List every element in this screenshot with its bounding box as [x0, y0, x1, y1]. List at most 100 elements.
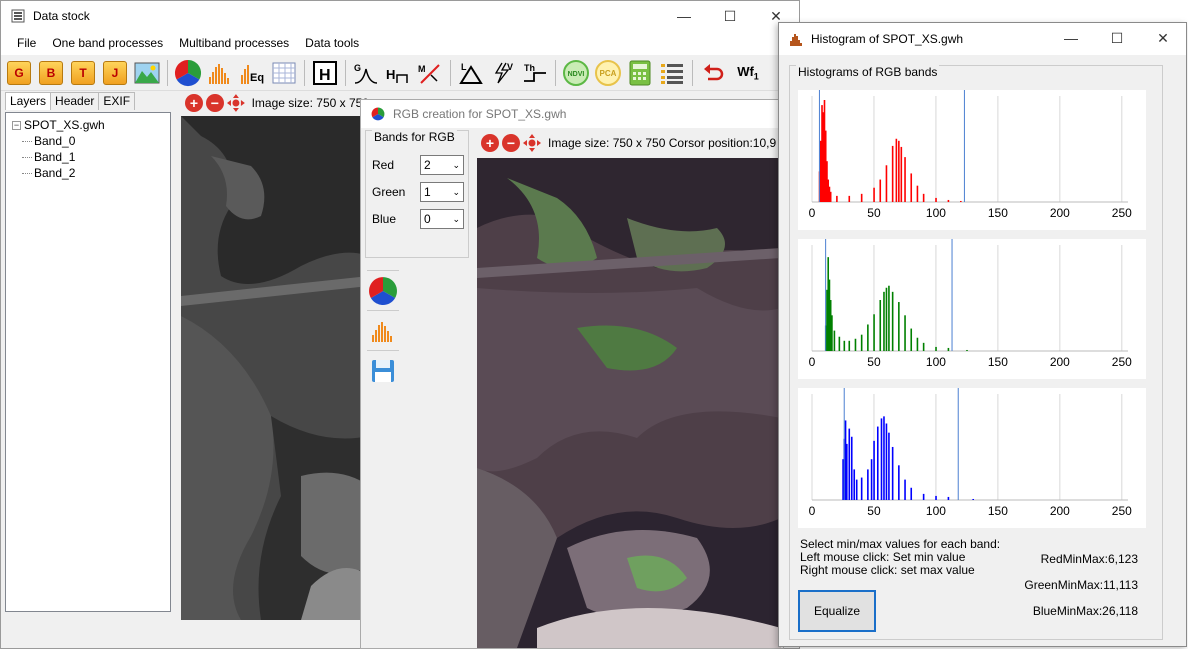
histogram-bar [916, 185, 919, 202]
laplace-button[interactable]: L [457, 59, 485, 87]
satellite-image-rgb[interactable] [477, 158, 781, 648]
green-histogram[interactable]: 0 50 100 150 200 250 [798, 239, 1146, 379]
histogram-bar [823, 100, 826, 202]
histogram-bar [843, 340, 846, 351]
landscape-button[interactable] [133, 59, 161, 87]
histogram-button[interactable] [206, 59, 234, 87]
histogram-bar [922, 193, 925, 202]
histogram-bar [947, 347, 950, 351]
threshold-icon: Th [524, 63, 546, 82]
gauss-button[interactable]: G [352, 59, 380, 87]
histogram-bar [880, 418, 883, 500]
rgb-titlebar[interactable]: RGB creation for SPOT_XS.gwh [361, 100, 783, 128]
rgb-composite-button[interactable] [174, 59, 202, 87]
red-histogram[interactable]: 0 50 100 150 200 250 [798, 90, 1146, 230]
histogram-bar [870, 459, 873, 500]
bands-group: Bands for RGB Red 2 ⌄ Green 1 ⌄ Blue 0 ⌄ [365, 130, 469, 258]
grid-button[interactable] [270, 59, 298, 87]
equalize-button[interactable]: Equalize [798, 590, 876, 632]
close-button[interactable]: ✕ [770, 7, 782, 24]
histogram-window: Histogram of SPOT_XS.gwh — ☐ ✕ Histogram… [778, 22, 1187, 647]
bands-group-title: Bands for RGB [372, 130, 457, 144]
red-band-select[interactable]: 2 ⌄ [420, 155, 464, 175]
chevron-down-icon: ⌄ [452, 213, 460, 224]
histogram-bar [947, 496, 950, 500]
histogram-bar [844, 420, 847, 500]
rgb-histogram-button[interactable] [367, 310, 399, 350]
G-button[interactable]: G [5, 59, 33, 87]
B-icon: B [39, 60, 63, 85]
tab-exif[interactable]: EXIF [98, 92, 136, 110]
menu-one-band-processes[interactable]: One band processes [52, 36, 164, 50]
instruction-1: Select min/max values for each band: [800, 537, 1001, 551]
menu-data-tools[interactable]: Data tools [305, 36, 360, 50]
main-titlebar[interactable]: Data stock — ☐ ✕ [1, 1, 799, 31]
histogram-bar [898, 140, 900, 202]
maximize-button[interactable]: ☐ [1110, 29, 1124, 46]
tab-layers[interactable]: Layers [5, 92, 52, 110]
histogram-bar [879, 300, 882, 351]
histogram-bar [966, 349, 968, 351]
layers-panel: Layers Header EXIF − SPOT_XS.gwh Band_0 … [5, 92, 173, 617]
collapse-icon[interactable]: − [12, 119, 21, 130]
histogram-bar [848, 195, 851, 202]
zoom-in-button[interactable]: + [481, 134, 499, 152]
zoom-out-button[interactable]: − [205, 94, 224, 112]
menu-file[interactable]: File [17, 36, 37, 50]
J-button[interactable]: J [101, 59, 129, 87]
blue-band-select[interactable]: 0 ⌄ [420, 209, 464, 229]
equalize-button[interactable]: Eq [238, 59, 266, 87]
th-label: Th [524, 63, 535, 73]
menu-multiband-processes[interactable]: Multiband processes [179, 36, 290, 50]
h-label: H [319, 67, 331, 84]
rgb-image-view: + − Image size: 750 x 750 Corsor positio… [475, 132, 781, 648]
select-value: 0 [424, 212, 431, 226]
maximize-button[interactable]: ☐ [723, 7, 737, 24]
equalize-icon: Eq [241, 64, 264, 84]
pan-icon[interactable] [523, 134, 541, 152]
tree-item-band-1[interactable]: Band_1 [12, 149, 170, 165]
zoom-out-button[interactable]: − [502, 134, 520, 152]
T-button[interactable]: T [69, 59, 97, 87]
image-size-label: Image size: 750 x 750 [251, 96, 369, 110]
histogram-bar [873, 314, 875, 351]
J-icon: J [103, 60, 127, 85]
save-button[interactable] [367, 350, 399, 390]
ndvi-button[interactable]: NDVI [562, 59, 590, 87]
wf-button[interactable]: Wf1 [731, 59, 765, 87]
tick-label: 200 [1050, 504, 1070, 518]
undo-button[interactable] [699, 59, 727, 87]
l-label: L [461, 62, 467, 72]
edge-icon: M [418, 64, 440, 84]
minimize-button[interactable]: — [677, 8, 691, 24]
satellite-image-gray[interactable] [181, 116, 369, 620]
lightning-button[interactable]: V [489, 59, 517, 87]
blue-histogram[interactable]: 0 50 100 150 200 250 [798, 388, 1146, 528]
tree-item-band-2[interactable]: Band_2 [12, 165, 170, 181]
list-button[interactable] [658, 59, 686, 87]
header-icon: H [313, 60, 337, 85]
minimize-button[interactable]: — [1064, 30, 1078, 46]
tree-root[interactable]: − SPOT_XS.gwh [12, 117, 170, 133]
header-button[interactable]: H [311, 59, 339, 87]
edge-button[interactable]: M [416, 59, 444, 87]
histogram-bar [910, 328, 913, 351]
B-button[interactable]: B [37, 59, 65, 87]
green-band-select[interactable]: 1 ⌄ [420, 182, 464, 202]
zoom-in-button[interactable]: + [185, 94, 203, 112]
calculator-button[interactable] [626, 59, 654, 87]
tab-header[interactable]: Header [50, 92, 100, 110]
tick-label: 200 [1050, 355, 1070, 369]
histograms-group: Histograms of RGB bands 0 50 100 150 200 250 … [789, 65, 1163, 640]
rgb-circle-icon [174, 59, 202, 86]
hist-titlebar[interactable]: Histogram of SPOT_XS.gwh — ☐ ✕ [779, 23, 1186, 55]
rgb-circle-icon [369, 276, 397, 305]
threshold-button[interactable]: Th [521, 59, 549, 87]
close-button[interactable]: ✕ [1157, 29, 1169, 46]
hist-flat-button[interactable]: H [384, 59, 412, 87]
pan-icon[interactable] [226, 94, 245, 112]
tree-item-band-0[interactable]: Band_0 [12, 133, 170, 149]
pca-button[interactable]: PCA [594, 59, 622, 87]
red-minmax: RedMinMax:6,123 [1040, 552, 1138, 566]
create-rgb-button[interactable] [367, 270, 399, 310]
